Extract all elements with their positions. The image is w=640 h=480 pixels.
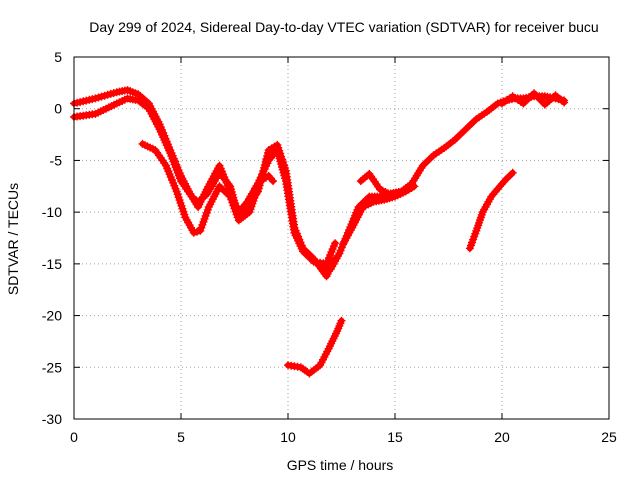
- series-markers-arc-7: [284, 316, 346, 378]
- x-tick-label: 5: [177, 429, 185, 445]
- y-tick-label: 5: [54, 49, 62, 65]
- plot-frame: [73, 56, 610, 420]
- x-axis-label: GPS time / hours: [287, 457, 394, 473]
- y-tick-label: -5: [50, 152, 63, 168]
- data-layer: [70, 86, 569, 378]
- series-markers-arc-6: [356, 169, 417, 199]
- x-tick-label: 0: [70, 429, 78, 445]
- x-tick-label: 20: [494, 429, 510, 445]
- y-tick-label: -15: [42, 256, 62, 272]
- y-tick-label: -10: [42, 204, 62, 220]
- grid-layer: [74, 57, 609, 419]
- y-tick-label: -20: [42, 308, 62, 324]
- y-tick-label: -25: [42, 359, 62, 375]
- tick-layer: [73, 56, 610, 420]
- x-tick-label: 10: [280, 429, 296, 445]
- chart-title: Day 299 of 2024, Sidereal Day-to-day VTE…: [89, 19, 598, 35]
- x-tick-label: 15: [387, 429, 403, 445]
- tick-label-layer: 0 5 10 15 20 25 5 0 -5 -10 -15 -20 -25 -30: [42, 49, 617, 445]
- y-tick-label: -30: [42, 411, 62, 427]
- y-tick-label: 0: [54, 101, 62, 117]
- series-markers-arc-9: [498, 89, 569, 109]
- series-markers-arc-8: [465, 168, 517, 253]
- series-markers-arc-3: [138, 139, 277, 237]
- x-tick-label: 25: [601, 429, 617, 445]
- y-axis-label: SDTVAR / TECUs: [5, 183, 21, 295]
